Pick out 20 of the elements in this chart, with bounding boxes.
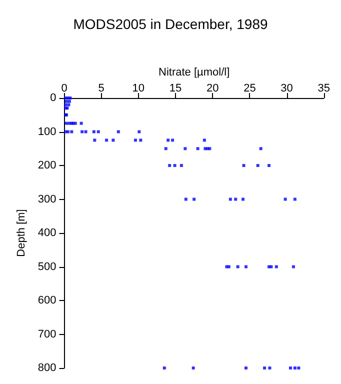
x-tick-label: 25 <box>244 82 256 94</box>
x-axis-title: Nitrate [µmol/l] <box>158 66 230 78</box>
y-tick-label: 700 <box>38 328 56 340</box>
x-tick-label: 20 <box>206 82 219 94</box>
x-tick-label: 10 <box>132 82 145 94</box>
y-tick-label: 800 <box>38 362 56 374</box>
y-axis-title: Depth [m] <box>16 209 28 257</box>
y-tick-label: 200 <box>38 160 56 172</box>
x-tick-label: 0 <box>61 82 68 94</box>
y-tick-label: 500 <box>38 260 56 273</box>
x-tick-label: 15 <box>169 82 182 94</box>
x-tick-label: 30 <box>280 82 293 94</box>
y-tick-label: 0 <box>50 92 56 104</box>
x-tick-label: 35 <box>318 82 330 94</box>
x-tick-label: 5 <box>98 82 104 94</box>
y-tick-label: 400 <box>38 227 56 239</box>
y-tick-label: 600 <box>38 294 56 306</box>
y-tick-label: 100 <box>38 126 56 138</box>
chart-title: MODS2005 in December, 1989 <box>73 16 268 32</box>
y-tick-label: 300 <box>38 193 56 206</box>
